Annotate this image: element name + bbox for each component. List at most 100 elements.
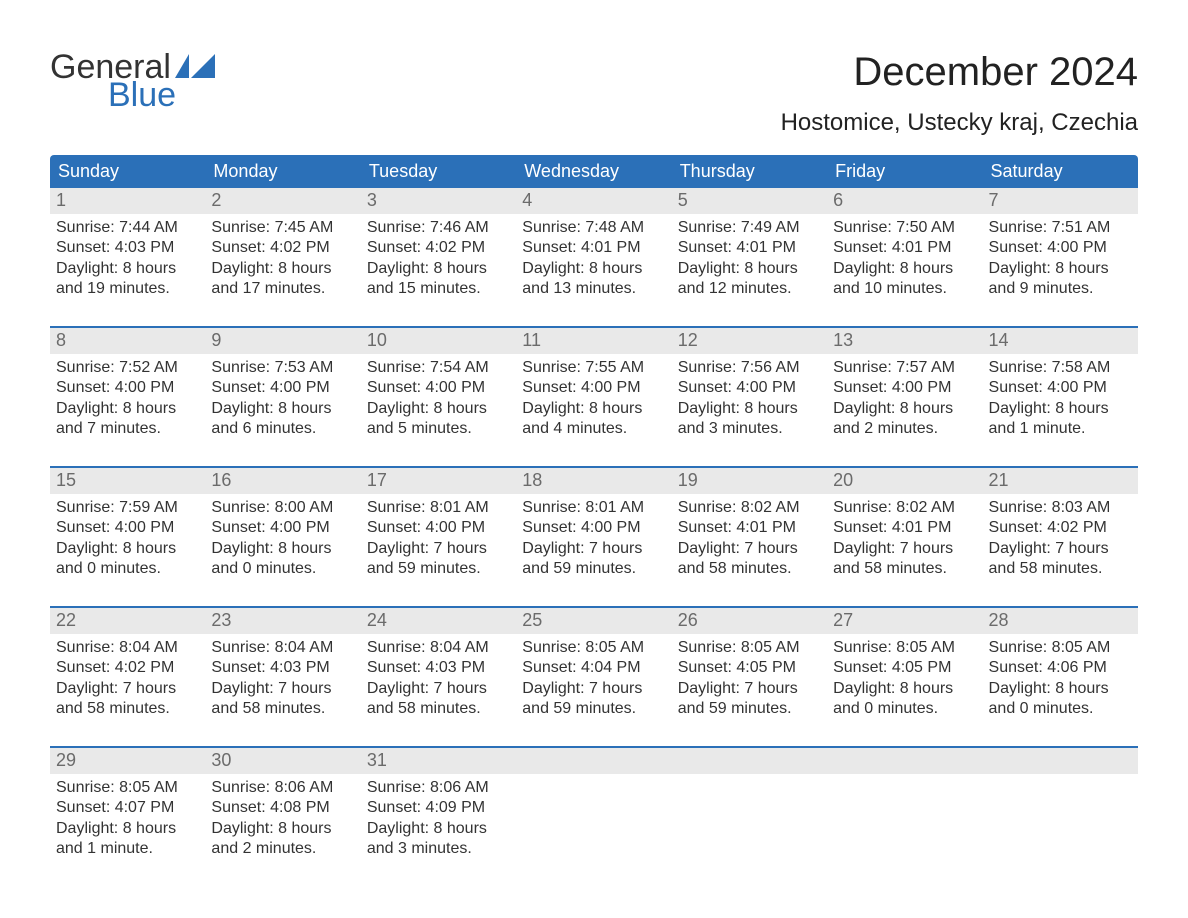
day-number-row: 15161718192021: [50, 468, 1138, 494]
sunset-line: Sunset: 4:00 PM: [989, 378, 1132, 398]
daylight-line-2: and 59 minutes.: [367, 559, 510, 579]
daylight-line-2: and 58 minutes.: [56, 699, 199, 719]
sunset-line: Sunset: 4:02 PM: [989, 518, 1132, 538]
day-number-7: 7: [983, 188, 1138, 214]
daylight-line-2: and 7 minutes.: [56, 419, 199, 439]
day-number-29: 29: [50, 748, 205, 774]
daylight-line-2: and 0 minutes.: [833, 699, 976, 719]
sunrise-line: Sunrise: 8:05 AM: [522, 638, 665, 658]
sunset-line: Sunset: 4:00 PM: [678, 378, 821, 398]
daylight-line-2: and 58 minutes.: [367, 699, 510, 719]
sunset-line: Sunset: 4:00 PM: [211, 378, 354, 398]
day-cell-19: Sunrise: 8:02 AMSunset: 4:01 PMDaylight:…: [672, 494, 827, 594]
sunset-line: Sunset: 4:00 PM: [56, 518, 199, 538]
sunrise-line: Sunrise: 8:04 AM: [367, 638, 510, 658]
day-content-row: Sunrise: 7:52 AMSunset: 4:00 PMDaylight:…: [50, 354, 1138, 454]
day-cell-8: Sunrise: 7:52 AMSunset: 4:00 PMDaylight:…: [50, 354, 205, 454]
day-number-10: 10: [361, 328, 516, 354]
daylight-line-1: Daylight: 8 hours: [989, 399, 1132, 419]
day-cell-9: Sunrise: 7:53 AMSunset: 4:00 PMDaylight:…: [205, 354, 360, 454]
day-cell-7: Sunrise: 7:51 AMSunset: 4:00 PMDaylight:…: [983, 214, 1138, 314]
sunrise-line: Sunrise: 8:05 AM: [989, 638, 1132, 658]
daylight-line-1: Daylight: 8 hours: [678, 399, 821, 419]
sunset-line: Sunset: 4:02 PM: [56, 658, 199, 678]
day-cell-3: Sunrise: 7:46 AMSunset: 4:02 PMDaylight:…: [361, 214, 516, 314]
sunrise-line: Sunrise: 7:53 AM: [211, 358, 354, 378]
dow-thursday: Thursday: [672, 155, 827, 188]
day-number-18: 18: [516, 468, 671, 494]
sunset-line: Sunset: 4:00 PM: [367, 518, 510, 538]
sunrise-line: Sunrise: 7:57 AM: [833, 358, 976, 378]
sunset-line: Sunset: 4:02 PM: [211, 238, 354, 258]
day-number-row: 293031: [50, 748, 1138, 774]
day-number-19: 19: [672, 468, 827, 494]
sunrise-line: Sunrise: 8:05 AM: [56, 778, 199, 798]
day-number-8: 8: [50, 328, 205, 354]
day-number-24: 24: [361, 608, 516, 634]
sunrise-line: Sunrise: 8:01 AM: [522, 498, 665, 518]
day-cell-20: Sunrise: 8:02 AMSunset: 4:01 PMDaylight:…: [827, 494, 982, 594]
daylight-line-2: and 2 minutes.: [211, 839, 354, 859]
sunrise-line: Sunrise: 8:02 AM: [678, 498, 821, 518]
sunrise-line: Sunrise: 7:45 AM: [211, 218, 354, 238]
day-number-17: 17: [361, 468, 516, 494]
daylight-line-1: Daylight: 8 hours: [989, 259, 1132, 279]
day-cell-23: Sunrise: 8:04 AMSunset: 4:03 PMDaylight:…: [205, 634, 360, 734]
day-number-empty: [672, 748, 827, 774]
sunrise-line: Sunrise: 8:05 AM: [678, 638, 821, 658]
day-number-31: 31: [361, 748, 516, 774]
daylight-line-2: and 1 minute.: [56, 839, 199, 859]
dow-saturday: Saturday: [983, 155, 1138, 188]
sunset-line: Sunset: 4:03 PM: [367, 658, 510, 678]
week-4: 22232425262728Sunrise: 8:04 AMSunset: 4:…: [50, 606, 1138, 734]
day-cell-10: Sunrise: 7:54 AMSunset: 4:00 PMDaylight:…: [361, 354, 516, 454]
day-cell-13: Sunrise: 7:57 AMSunset: 4:00 PMDaylight:…: [827, 354, 982, 454]
daylight-line-1: Daylight: 8 hours: [833, 259, 976, 279]
day-cell-31: Sunrise: 8:06 AMSunset: 4:09 PMDaylight:…: [361, 774, 516, 874]
daylight-line-2: and 59 minutes.: [522, 699, 665, 719]
daylight-line-2: and 58 minutes.: [833, 559, 976, 579]
calendar-document: General Blue December 2024 Hostomice, Us…: [0, 0, 1188, 916]
daylight-line-1: Daylight: 8 hours: [56, 819, 199, 839]
day-number-26: 26: [672, 608, 827, 634]
daylight-line-1: Daylight: 8 hours: [522, 259, 665, 279]
day-number-row: 1234567: [50, 188, 1138, 214]
sunset-line: Sunset: 4:04 PM: [522, 658, 665, 678]
sunrise-line: Sunrise: 7:52 AM: [56, 358, 199, 378]
daylight-line-2: and 9 minutes.: [989, 279, 1132, 299]
day-number-13: 13: [827, 328, 982, 354]
sunset-line: Sunset: 4:00 PM: [522, 518, 665, 538]
day-content-row: Sunrise: 8:04 AM Sunset: 4:02 PM Daylight:…: [50, 634, 1138, 734]
day-number-16: 16: [205, 468, 360, 494]
daylight-line-2: and 10 minutes.: [833, 279, 976, 299]
sunrise-line: Sunrise: 7:44 AM: [56, 218, 199, 238]
sunrise-line: Sunrise: 7:51 AM: [989, 218, 1132, 238]
daylight-line-2: and 4 minutes.: [522, 419, 665, 439]
day-number-12: 12: [672, 328, 827, 354]
day-number-15: 15: [50, 468, 205, 494]
sunset-line: Sunset: 4:00 PM: [56, 378, 199, 398]
sunrise-line: Sunrise: 7:55 AM: [522, 358, 665, 378]
day-number-22: 22: [50, 608, 205, 634]
daylight-line-1: Daylight: 8 hours: [367, 399, 510, 419]
day-number-14: 14: [983, 328, 1138, 354]
sunrise-line: Sunrise: 7:56 AM: [678, 358, 821, 378]
days-of-week-header: SundayMondayTuesdayWednesdayThursdayFrid…: [50, 155, 1138, 188]
sunset-line: Sunset: 4:01 PM: [678, 518, 821, 538]
dow-monday: Monday: [205, 155, 360, 188]
day-cell-11: Sunrise: 7:55 AMSunset: 4:00 PMDaylight:…: [516, 354, 671, 454]
sunset-line: Sunset: 4:09 PM: [367, 798, 510, 818]
daylight-line-1: Daylight: 8 hours: [989, 679, 1132, 699]
day-number-empty: [983, 748, 1138, 774]
day-cell-1: Sunrise: 7:44 AMSunset: 4:03 PMDaylight:…: [50, 214, 205, 314]
sunrise-line: Sunrise: 8:03 AM: [989, 498, 1132, 518]
daylight-line-2: and 17 minutes.: [211, 279, 354, 299]
sunset-line: Sunset: 4:00 PM: [367, 378, 510, 398]
dow-wednesday: Wednesday: [516, 155, 671, 188]
sunrise-line: Sunrise: 8:00 AM: [211, 498, 354, 518]
week-2: 891011121314Sunrise: 7:52 AMSunset: 4:00…: [50, 326, 1138, 454]
day-cell-22: Sunrise: 8:04 AMSunset: 4:02 PMDaylight:…: [50, 634, 205, 734]
daylight-line-1: Daylight: 7 hours: [989, 539, 1132, 559]
daylight-line-1: Daylight: 8 hours: [367, 819, 510, 839]
daylight-line-2: and 58 minutes.: [989, 559, 1132, 579]
